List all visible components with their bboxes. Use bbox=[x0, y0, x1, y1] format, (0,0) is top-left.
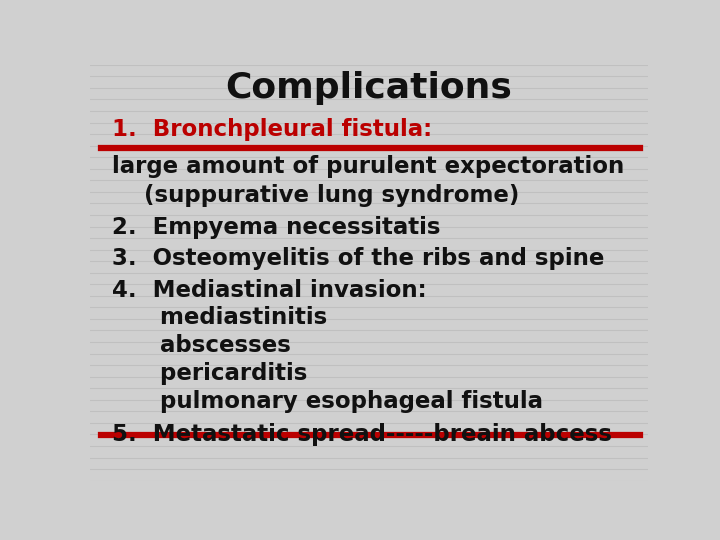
Text: 2.  Empyema necessitatis: 2. Empyema necessitatis bbox=[112, 217, 441, 239]
Text: 5.  Metastatic spread-----breain abcess: 5. Metastatic spread-----breain abcess bbox=[112, 423, 612, 447]
Text: 3.  Osteomyelitis of the ribs and spine: 3. Osteomyelitis of the ribs and spine bbox=[112, 247, 605, 271]
Text: mediastinitis: mediastinitis bbox=[112, 306, 328, 329]
Text: (suppurative lung syndrome): (suppurative lung syndrome) bbox=[112, 184, 520, 207]
Text: 1.  Bronchpleural fistula:: 1. Bronchpleural fistula: bbox=[112, 118, 433, 141]
Text: pericarditis: pericarditis bbox=[112, 362, 307, 385]
Text: abscesses: abscesses bbox=[112, 334, 291, 357]
Text: large amount of purulent expectoration: large amount of purulent expectoration bbox=[112, 155, 624, 178]
Text: 4.  Mediastinal invasion:: 4. Mediastinal invasion: bbox=[112, 279, 427, 302]
Text: Complications: Complications bbox=[225, 71, 513, 105]
Text: pulmonary esophageal fistula: pulmonary esophageal fistula bbox=[112, 390, 544, 413]
